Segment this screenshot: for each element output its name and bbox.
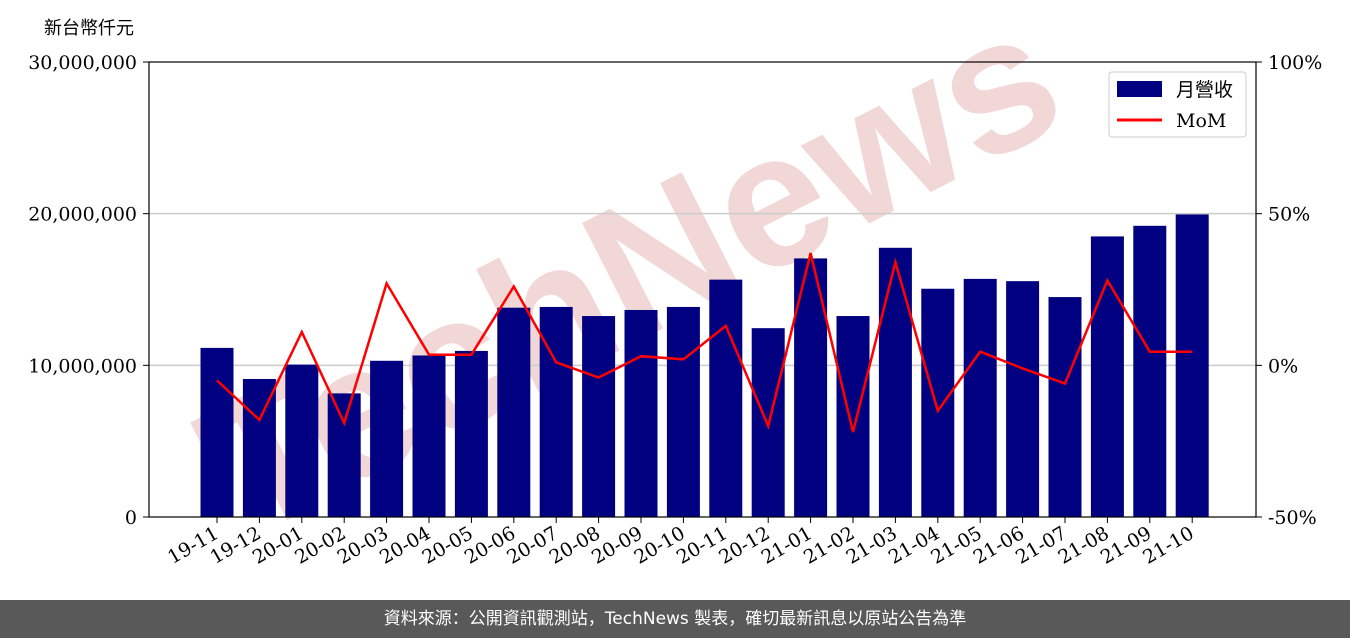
- source-footer: 資料來源：公開資訊觀測站，TechNews 製表，確切最新訊息以原站公告為準: [0, 600, 1350, 638]
- revenue-bar: [539, 306, 573, 517]
- revenue-bar: [709, 279, 743, 517]
- right-axis-ticks: -50% 0% 50% 100%: [1256, 52, 1322, 529]
- y-unit-label: 新台幣仟元: [44, 18, 134, 39]
- bar-series: [200, 214, 1209, 518]
- revenue-bar: [454, 350, 488, 517]
- revenue-chart: TechNews 010,000,00020,000,00030,000,000…: [28, 0, 1322, 577]
- right-tick-label: 0%: [1268, 355, 1298, 377]
- revenue-bar: [836, 316, 870, 517]
- plot-frame: [148, 61, 1257, 518]
- revenue-bar: [921, 288, 955, 517]
- revenue-bar: [1006, 281, 1040, 517]
- right-tick-label: -50%: [1268, 507, 1317, 529]
- revenue-bar: [624, 309, 658, 517]
- legend-line-label: MoM: [1176, 110, 1226, 132]
- revenue-bar: [1175, 214, 1209, 518]
- legend-bar-swatch: [1117, 81, 1162, 97]
- revenue-bar: [963, 278, 997, 517]
- left-tick-label: 20,000,000: [28, 204, 137, 226]
- left-tick-label: 0: [125, 507, 137, 529]
- right-tick-label: 100%: [1268, 52, 1322, 74]
- right-tick-label: 50%: [1268, 204, 1310, 226]
- legend: 月營收 MoM: [1108, 71, 1247, 138]
- revenue-bar: [582, 316, 616, 517]
- left-tick-label: 30,000,000: [28, 52, 137, 74]
- revenue-bar: [327, 393, 361, 517]
- revenue-bar: [412, 355, 446, 517]
- revenue-bar: [370, 360, 404, 517]
- mom-line: [216, 252, 1193, 433]
- revenue-bar: [497, 307, 531, 517]
- revenue-bar: [666, 306, 700, 517]
- revenue-bar: [878, 247, 912, 517]
- revenue-bar: [200, 347, 234, 517]
- left-tick-label: 10,000,000: [28, 355, 137, 377]
- revenue-bar: [242, 378, 276, 517]
- revenue-bar: [1048, 297, 1082, 517]
- left-axis-ticks: 0 10,000,000 20,000,000 30,000,000: [28, 52, 149, 529]
- revenue-bar: [285, 364, 319, 517]
- revenue-bar: [1133, 225, 1167, 518]
- legend-bar-label: 月營收: [1176, 79, 1233, 101]
